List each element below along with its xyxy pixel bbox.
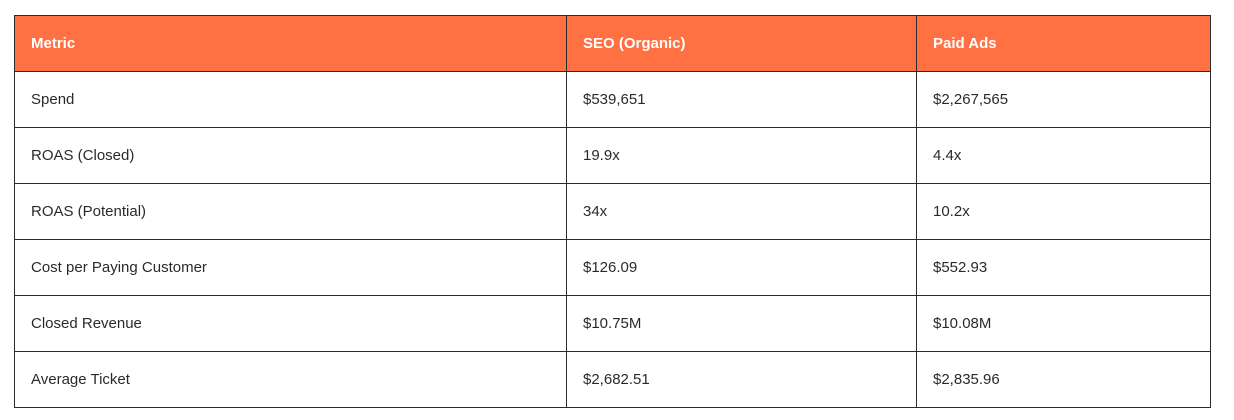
seo-value-cell: 19.9x — [566, 127, 917, 184]
seo-value-cell: $2,682.51 — [566, 351, 917, 408]
metric-cell: Spend — [14, 71, 567, 128]
table-row: ROAS (Potential) 34x 10.2x — [14, 183, 1211, 240]
table-header: Metric SEO (Organic) Paid Ads — [14, 15, 1211, 72]
seo-value-cell: $126.09 — [566, 239, 917, 296]
metric-cell: Cost per Paying Customer — [14, 239, 567, 296]
paid-ads-value-cell: $2,267,565 — [916, 71, 1211, 128]
metric-cell: ROAS (Closed) — [14, 127, 567, 184]
paid-ads-value-cell: 4.4x — [916, 127, 1211, 184]
table-row: Cost per Paying Customer $126.09 $552.93 — [14, 239, 1211, 296]
metric-cell: Average Ticket — [14, 351, 567, 408]
paid-ads-value-cell: $10.08M — [916, 295, 1211, 352]
seo-value-cell: $539,651 — [566, 71, 917, 128]
table-row: Average Ticket $2,682.51 $2,835.96 — [14, 351, 1211, 408]
table-row: Spend $539,651 $2,267,565 — [14, 71, 1211, 128]
table-row: ROAS (Closed) 19.9x 4.4x — [14, 127, 1211, 184]
header-seo-organic: SEO (Organic) — [566, 15, 917, 72]
paid-ads-value-cell: 10.2x — [916, 183, 1211, 240]
paid-ads-value-cell: $2,835.96 — [916, 351, 1211, 408]
seo-value-cell: $10.75M — [566, 295, 917, 352]
paid-ads-value-cell: $552.93 — [916, 239, 1211, 296]
table-body: Spend $539,651 $2,267,565 ROAS (Closed) … — [14, 71, 1211, 408]
metric-cell: Closed Revenue — [14, 295, 567, 352]
table-row: Closed Revenue $10.75M $10.08M — [14, 295, 1211, 352]
header-paid-ads: Paid Ads — [916, 15, 1211, 72]
metric-cell: ROAS (Potential) — [14, 183, 567, 240]
header-metric: Metric — [14, 15, 567, 72]
seo-vs-paid-ads-table: Metric SEO (Organic) Paid Ads Spend $539… — [14, 15, 1211, 408]
comparison-table-container: Metric SEO (Organic) Paid Ads Spend $539… — [14, 15, 1211, 408]
header-row: Metric SEO (Organic) Paid Ads — [14, 15, 1211, 72]
seo-value-cell: 34x — [566, 183, 917, 240]
